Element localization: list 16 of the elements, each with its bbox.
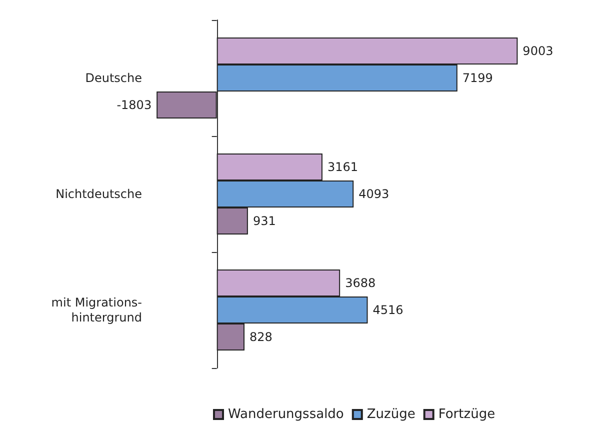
data-label: 4516	[372, 303, 404, 317]
data-label: 9003	[522, 44, 554, 58]
y-tick-label: Nichtdeutsche	[56, 187, 142, 201]
y-tick-label: Deutsche	[85, 71, 142, 85]
data-label: 4093	[358, 187, 390, 201]
data-label: -1803	[116, 98, 152, 112]
bar	[156, 92, 217, 118]
data-label: 3161	[327, 160, 358, 174]
legend-label: Fortzüge	[438, 407, 496, 422]
legend-label: Zuzüge	[366, 407, 416, 422]
data-label: 3688	[345, 276, 376, 290]
legend-label: Wanderungssaldo	[228, 407, 344, 422]
data-label: 828	[250, 330, 272, 344]
data-label: 7199	[462, 71, 493, 85]
y-tick-label: mit Migrations- hintergrund	[51, 296, 142, 324]
data-label: 931	[252, 214, 276, 228]
